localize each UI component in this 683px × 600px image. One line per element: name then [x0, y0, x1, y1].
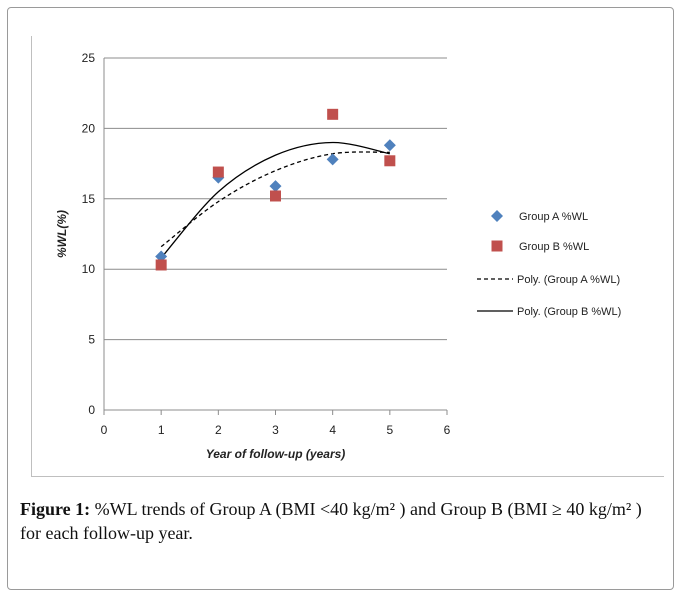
group-b-point	[327, 108, 339, 120]
legend-label: Poly. (Group A %WL)	[517, 274, 620, 286]
y-tick-label: 25	[82, 51, 96, 65]
x-tick-label: 1	[158, 423, 165, 437]
y-tick-label: 0	[88, 403, 95, 417]
x-tick-label: 0	[101, 423, 108, 437]
y-tick-label: 20	[82, 121, 96, 135]
legend-label: Group B %WL	[519, 241, 589, 253]
legend-label: Poly. (Group B %WL)	[517, 306, 621, 318]
group-b-point	[212, 166, 224, 178]
group-b-point	[155, 259, 167, 271]
y-axis-title: %WL(%)	[55, 210, 69, 258]
group-b-point	[270, 190, 281, 202]
trend-line-group-a	[160, 151, 390, 248]
x-tick-label: 6	[444, 423, 451, 437]
x-tick-label: 4	[329, 423, 336, 437]
x-axis-title: Year of follow-up (years)	[206, 447, 346, 461]
legend-marker	[491, 240, 503, 252]
trend-line-group-b	[160, 141, 390, 259]
figure-frame	[7, 7, 674, 590]
y-tick-label: 15	[82, 192, 96, 206]
y-tick-label: 10	[82, 262, 96, 276]
chart-area	[31, 36, 664, 477]
caption-text: %WL trends of Group A (BMI <40 kg/m² ) a…	[20, 499, 642, 543]
group-a-point	[326, 153, 339, 166]
y-tick-label: 5	[88, 333, 95, 347]
x-tick-label: 3	[272, 423, 279, 437]
group-b-point	[384, 155, 396, 167]
legend-label: Group A %WL	[519, 211, 588, 223]
legend-marker	[491, 210, 503, 222]
group-a-point	[383, 139, 396, 152]
group-a-point	[269, 180, 282, 193]
x-tick-label: 2	[215, 423, 222, 437]
figure-caption: Figure 1: %WL trends of Group A (BMI <40…	[20, 497, 660, 545]
x-tick-label: 5	[386, 423, 393, 437]
scatter-chart: 0 5 10 15 20 25 0 1 2 3 4 5 6 Year of follow-up (year…	[55, 51, 621, 461]
caption-label: Figure 1:	[20, 499, 91, 519]
